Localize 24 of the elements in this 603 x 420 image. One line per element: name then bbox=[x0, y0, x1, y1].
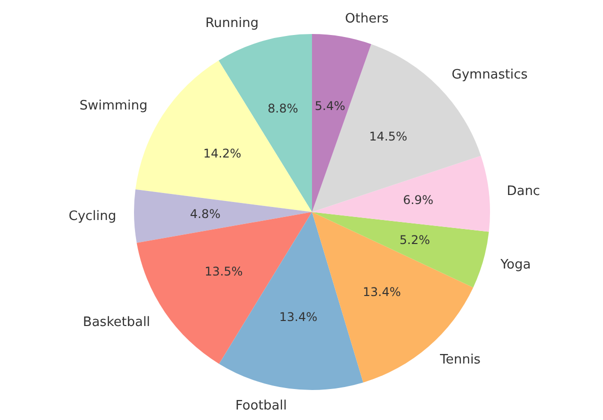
slice-label: Danc bbox=[506, 184, 540, 200]
pie-slice bbox=[312, 34, 372, 212]
data-label: 5.2% bbox=[400, 233, 430, 248]
data-label: 14.2% bbox=[203, 146, 242, 160]
slice-label: Tennis bbox=[438, 352, 481, 368]
data-label: 6.9% bbox=[402, 193, 434, 208]
data-label: 4.8% bbox=[190, 206, 220, 221]
slice-label: Basketball bbox=[82, 314, 150, 330]
slice-label: Others bbox=[345, 12, 389, 27]
slice-label: Running bbox=[205, 16, 259, 32]
slice-label: Gymnastics bbox=[452, 67, 528, 82]
slice-label: Swimming bbox=[80, 98, 148, 114]
data-label: 14.5% bbox=[369, 129, 408, 144]
data-label: 13.4% bbox=[279, 310, 318, 324]
slice-label: Cycling bbox=[68, 209, 116, 224]
data-label: 13.5% bbox=[204, 264, 243, 278]
pie-slice bbox=[312, 156, 490, 232]
slice-label: Football bbox=[235, 398, 287, 414]
data-label: 5.4% bbox=[314, 99, 346, 114]
data-label: 8.8% bbox=[268, 102, 298, 116]
pie-slice bbox=[312, 212, 489, 288]
data-label: 13.4% bbox=[362, 285, 401, 300]
pie-slice bbox=[134, 189, 312, 243]
slice-label: Yoga bbox=[499, 258, 531, 273]
